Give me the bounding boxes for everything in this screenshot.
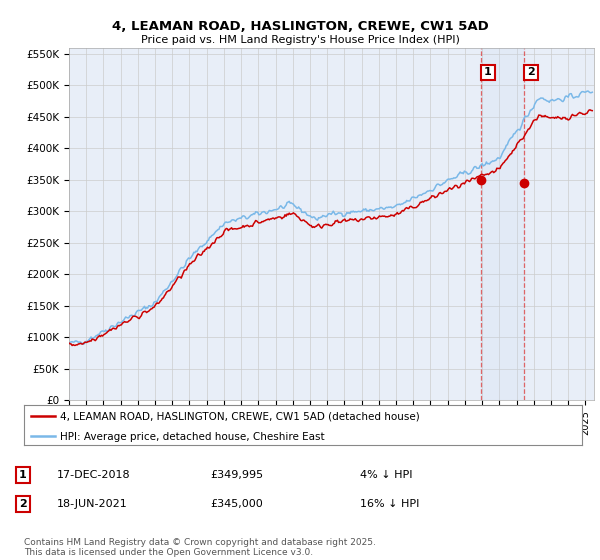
Text: 4, LEAMAN ROAD, HASLINGTON, CREWE, CW1 5AD: 4, LEAMAN ROAD, HASLINGTON, CREWE, CW1 5… — [112, 20, 488, 32]
Text: Contains HM Land Registry data © Crown copyright and database right 2025.
This d: Contains HM Land Registry data © Crown c… — [24, 538, 376, 557]
Text: 1: 1 — [19, 470, 26, 480]
Text: 2: 2 — [527, 67, 535, 77]
Text: 18-JUN-2021: 18-JUN-2021 — [57, 499, 128, 509]
Text: 4, LEAMAN ROAD, HASLINGTON, CREWE, CW1 5AD (detached house): 4, LEAMAN ROAD, HASLINGTON, CREWE, CW1 5… — [60, 412, 420, 422]
Text: 1: 1 — [484, 67, 492, 77]
Text: 4% ↓ HPI: 4% ↓ HPI — [360, 470, 413, 480]
Text: HPI: Average price, detached house, Cheshire East: HPI: Average price, detached house, Ches… — [60, 432, 325, 442]
Text: Price paid vs. HM Land Registry's House Price Index (HPI): Price paid vs. HM Land Registry's House … — [140, 35, 460, 45]
Text: 17-DEC-2018: 17-DEC-2018 — [57, 470, 131, 480]
Text: £345,000: £345,000 — [210, 499, 263, 509]
Bar — [481, 48, 524, 400]
Text: 16% ↓ HPI: 16% ↓ HPI — [360, 499, 419, 509]
Text: £349,995: £349,995 — [210, 470, 263, 480]
Text: 2: 2 — [19, 499, 26, 509]
